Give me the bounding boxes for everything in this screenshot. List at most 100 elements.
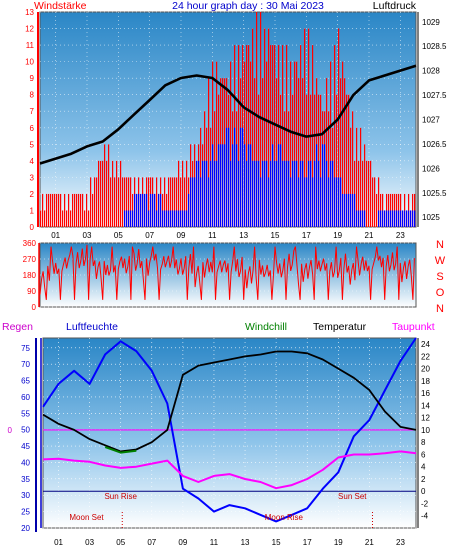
mean-wind-bar (348, 193, 350, 227)
mean-wind-bar (146, 193, 148, 227)
mean-wind-bar (142, 193, 144, 227)
gust-bar (168, 177, 170, 227)
pressure-tick-label: 1027.5 (422, 91, 447, 100)
mean-wind-bar (208, 177, 210, 227)
wind-tick-label: 6 (30, 124, 35, 133)
legend-regen: Regen (2, 321, 33, 333)
gust-bar (350, 127, 352, 227)
mean-wind-bar (332, 160, 334, 227)
regen-zero-label: 0 (8, 426, 13, 435)
mean-wind-bar (250, 144, 252, 227)
x-tick-label: 07 (145, 231, 154, 240)
mean-wind-bar (272, 144, 274, 227)
mean-wind-bar (334, 177, 336, 227)
gust-bar (248, 45, 250, 228)
legend-temperatur: Temperatur (313, 321, 367, 333)
wind-tick-label: 2 (30, 190, 35, 199)
gust-bar (96, 177, 98, 227)
mean-wind-bar (322, 144, 324, 227)
mean-wind-bar (292, 160, 294, 227)
temperature-tick-label: 4 (421, 463, 426, 472)
mean-wind-bar (280, 144, 282, 227)
pressure-tick-label: 1027 (422, 116, 440, 125)
x-tick-label: 21 (365, 538, 374, 547)
temperature-tick-label: 0 (421, 487, 426, 496)
gust-bar (56, 193, 58, 227)
mean-wind-bar (350, 193, 352, 227)
gust-bar (252, 28, 254, 227)
mean-wind-bar (248, 144, 250, 227)
mean-wind-bar (170, 210, 172, 227)
temperature-tick-label: -2 (421, 499, 429, 508)
direction-tick-label: 270 (23, 255, 37, 264)
wind-tick-label: 10 (25, 58, 34, 67)
gust-bar (104, 144, 106, 227)
humidity-tick-label: 40 (21, 458, 30, 467)
humidity-axis: 20 25 30 35 40 45 50 55 60 65 70 75 0 (8, 338, 42, 533)
gust-bar (90, 177, 92, 227)
x-tick-label: 15 (271, 231, 280, 240)
gust-bar (102, 160, 104, 227)
temperature-tick-label: -4 (421, 512, 429, 521)
gust-bar (64, 193, 66, 227)
mean-wind-bar (204, 160, 206, 227)
gust-bar (78, 193, 80, 227)
gust-bar (92, 193, 94, 227)
mean-wind-bar (200, 177, 202, 227)
pressure-tick-label: 1029 (422, 18, 440, 27)
gust-bar (230, 61, 232, 227)
gust-bar (216, 61, 218, 227)
gust-bar (208, 78, 210, 228)
gust-bar (178, 160, 180, 227)
mean-wind-bar (288, 160, 290, 227)
mean-wind-bar (256, 160, 258, 227)
mean-wind-bar (238, 160, 240, 227)
mean-wind-bar (224, 144, 226, 227)
mean-wind-bar (228, 127, 230, 227)
wind-tick-label: 7 (30, 107, 35, 116)
header-windstaerke: Windstärke (34, 0, 87, 12)
mean-wind-bar (346, 193, 348, 227)
humidity-tick-label: 55 (21, 409, 30, 418)
mean-wind-bar (252, 160, 254, 227)
gust-bar (120, 160, 122, 227)
humidity-tick-label: 35 (21, 475, 30, 484)
gust-bar (262, 78, 264, 228)
gust-bar (112, 160, 114, 227)
wind-tick-label: 12 (25, 25, 34, 34)
pressure-tick-label: 1026.5 (422, 140, 447, 149)
x-tick-label: 03 (83, 231, 92, 240)
gust-bar (346, 94, 348, 227)
gust-bar (358, 160, 360, 227)
pressure-tick-label: 1028 (422, 67, 440, 76)
mean-wind-bar (316, 144, 318, 227)
x-tick-label: 13 (239, 231, 248, 240)
mean-wind-bar (308, 160, 310, 227)
x-tick-label: 23 (396, 538, 405, 547)
gust-bar (172, 177, 174, 227)
gust-bar (174, 177, 176, 227)
mean-wind-bar (236, 144, 238, 227)
mean-wind-bar (410, 210, 412, 227)
gust-bar (326, 78, 328, 228)
mean-wind-bar (206, 160, 208, 227)
mean-wind-bar (184, 210, 186, 227)
legend-taupunkt: Taupunkt (392, 321, 435, 333)
gust-bar (364, 144, 366, 227)
gust-bar (344, 78, 346, 228)
gust-bar (378, 177, 380, 227)
gust-bar (328, 111, 330, 227)
gust-bar (348, 94, 350, 227)
mean-wind-bar (304, 177, 306, 227)
gust-bar (176, 177, 178, 227)
gust-bar (156, 177, 158, 227)
gust-bar (184, 177, 186, 227)
mean-wind-bar (260, 177, 262, 227)
x-tick-label: 15 (272, 538, 281, 547)
gust-bar (330, 61, 332, 227)
legend-luftfeuchte: Luftfeuchte (66, 321, 118, 333)
mean-wind-bar (212, 144, 214, 227)
mean-wind-bar (282, 160, 284, 227)
mean-wind-bar (132, 210, 134, 227)
